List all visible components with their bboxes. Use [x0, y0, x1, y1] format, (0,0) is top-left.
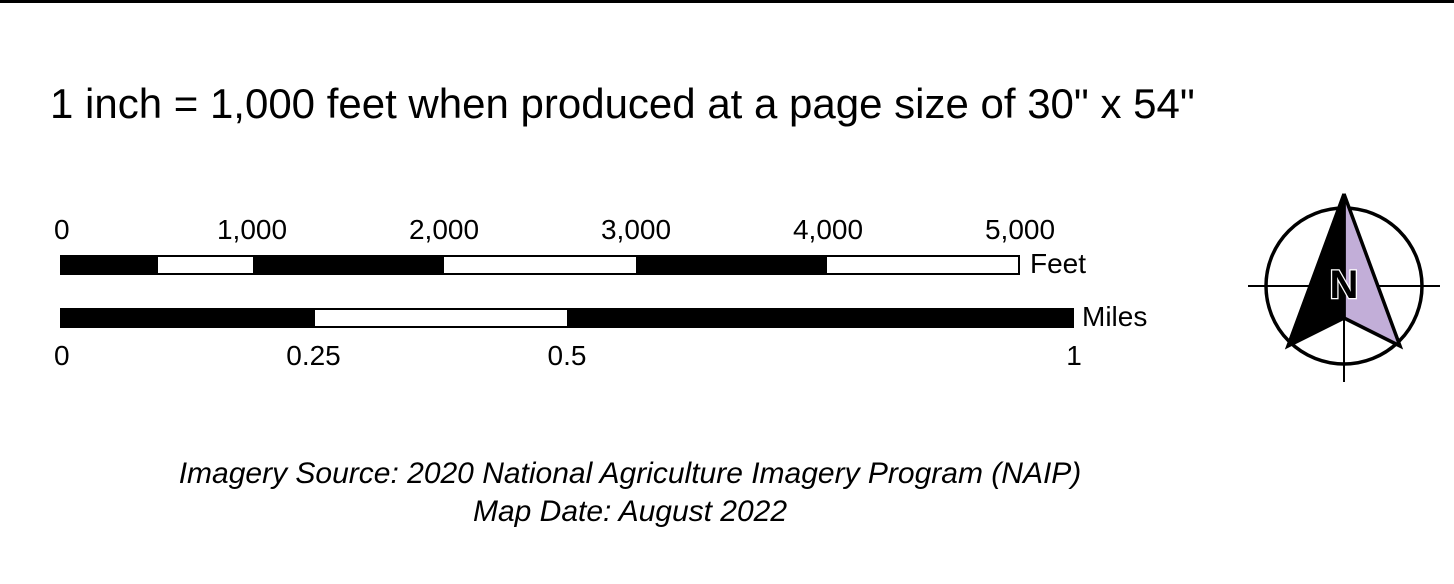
miles-scale-bar: [60, 308, 1074, 328]
miles-tick-label: 0.5: [547, 340, 587, 371]
miles-tick-label: 0: [54, 340, 70, 371]
feet-tick-label: 4,000: [792, 214, 864, 245]
feet-unit-label: Feet: [1030, 248, 1087, 279]
feet-tick-label: 3,000: [600, 214, 672, 245]
scale-statement: 1 inch = 1,000 feet when produced at a p…: [50, 80, 1195, 127]
imagery-source-credit: Imagery Source: 2020 National Agricultur…: [178, 457, 1082, 490]
north-letter: N: [1330, 263, 1359, 307]
feet-tick-label: 0: [54, 214, 70, 245]
feet-tick-label: 5,000: [984, 214, 1056, 245]
feet-segment-4: [635, 257, 827, 273]
miles-segment-2: [567, 310, 1072, 326]
top-border-rule: [0, 0, 1454, 3]
arrow-dark-half: [1284, 193, 1346, 350]
miles-tick-label: 1: [1066, 340, 1082, 371]
north-arrow-icon: N: [1248, 193, 1440, 382]
feet-scale-bar: [60, 255, 1020, 275]
miles-segment-1: [314, 310, 567, 326]
feet-tick-label: 1,000: [216, 214, 288, 245]
feet-segment-3: [444, 257, 636, 273]
north-arrow: N: [1244, 186, 1444, 391]
feet-segment-2: [253, 257, 445, 273]
miles-tick-label: 0.25: [286, 340, 341, 371]
feet-segment-1: [157, 257, 254, 273]
feet-segment-0: [62, 257, 158, 273]
miles-segment-0: [62, 310, 315, 326]
map-date: Map Date: August 2022: [472, 495, 788, 528]
feet-tick-label: 2,000: [408, 214, 480, 245]
miles-unit-label: Miles: [1082, 301, 1148, 332]
feet-segment-5: [826, 257, 1018, 273]
